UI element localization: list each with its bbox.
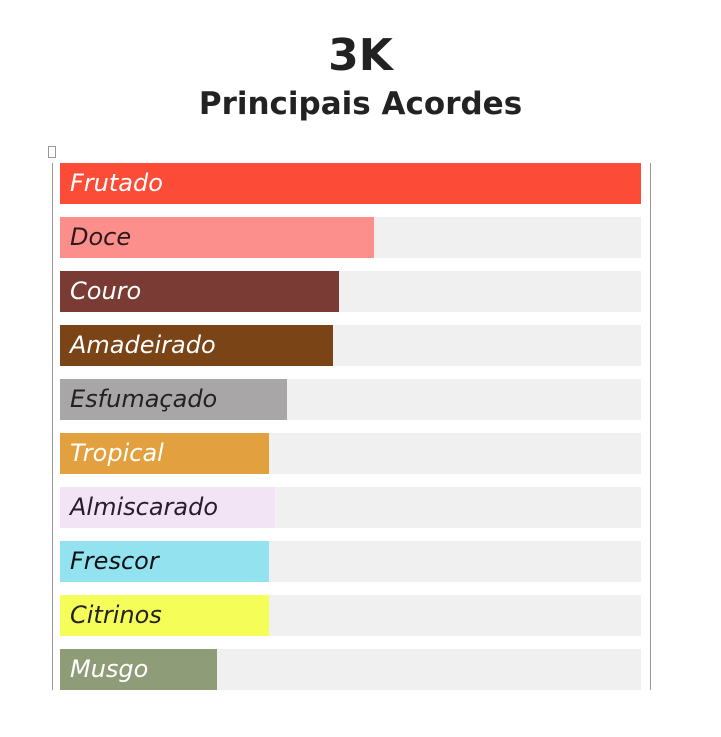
bar-label: Musgo (70, 655, 149, 683)
chart-title: 3K (328, 30, 393, 81)
bar-7 (60, 541, 270, 582)
bar-track: Tropical (60, 433, 641, 474)
bar-track: Doce (60, 217, 641, 258)
bar-label: Citrinos (70, 601, 162, 629)
left-axis-line (52, 163, 53, 690)
bar-track: Citrinos (60, 595, 641, 636)
bar-track: Amadeirado (60, 325, 641, 366)
bar-label: Amadeirado (70, 331, 216, 359)
right-axis-line (650, 163, 651, 690)
bar-track: Musgo (60, 649, 641, 690)
bar-track: Almiscarado (60, 487, 641, 528)
bar-0 (60, 163, 641, 204)
bar-label: Couro (70, 277, 142, 305)
bar-2 (60, 271, 339, 312)
bar-8 (60, 595, 270, 636)
bar-4 (60, 379, 287, 420)
bar-track: Esfumaçado (60, 379, 641, 420)
bar-label: Almiscarado (70, 493, 219, 521)
bottle-icon (48, 146, 56, 158)
bar-6 (60, 487, 275, 528)
bar-1 (60, 217, 374, 258)
bar-label: Frutado (70, 169, 163, 197)
bar-9 (60, 649, 217, 690)
bar-label: Doce (70, 223, 132, 251)
bar-label: Tropical (70, 439, 164, 467)
bar-5 (60, 433, 270, 474)
chart-subtitle: Principais Acordes (198, 86, 523, 122)
bar-track: Frescor (60, 541, 641, 582)
bar-track: Couro (60, 271, 641, 312)
bar-3 (60, 325, 334, 366)
bar-label: Esfumaçado (70, 385, 218, 413)
bar-label: Frescor (70, 547, 159, 575)
bar-track: Frutado (60, 163, 641, 204)
